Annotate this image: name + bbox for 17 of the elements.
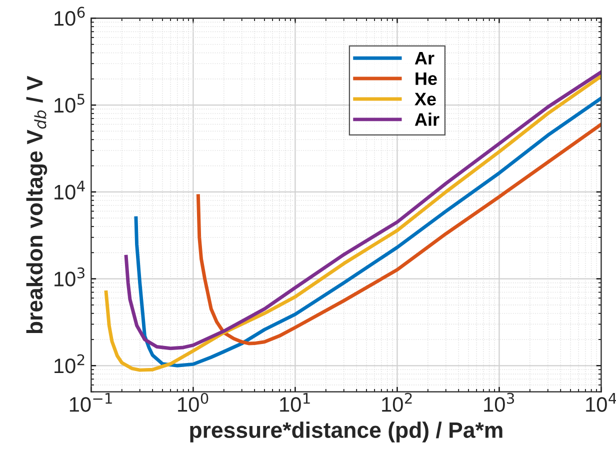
y-tick-label: 10$^{3}$ <box>54 267 84 286</box>
x-tick-label: 10$^{0}$ <box>178 392 208 412</box>
y-tick-label: 10$^{6}$ <box>54 6 85 26</box>
y-tick-label: 10$^{2}$ <box>54 354 84 374</box>
x-tick-label: 10$^{1}$ <box>280 393 310 412</box>
y-tick-label: 10$^{5}$ <box>54 94 84 113</box>
y-axis-title: breakdon voltage V$_{db}$ / V <box>26 76 48 334</box>
legend-label: Ar <box>414 52 434 64</box>
legend-label: Air <box>414 112 440 126</box>
x-tick-label: 10$^{3}$ <box>484 392 514 412</box>
x-tick-label: 10$^{−1}$ <box>70 393 112 412</box>
legend-label: He <box>416 72 437 86</box>
y-tick-label: 10$^{4}$ <box>54 180 85 200</box>
x-axis-title: pressure*distance (pd) / Pa*m <box>190 422 502 442</box>
x-tick-label: 10$^{2}$ <box>382 392 412 412</box>
legend-label: Xe <box>414 92 436 106</box>
x-tick-label: 10$^{4}$ <box>586 393 616 412</box>
